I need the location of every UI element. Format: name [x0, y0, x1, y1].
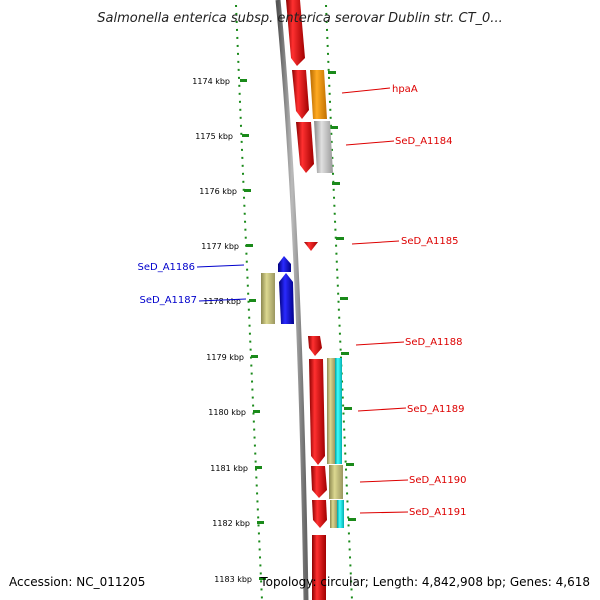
SeD_A1184-connector	[345, 140, 395, 146]
outer-tick-mark	[346, 463, 354, 466]
map-title: Salmonella enterica subsp. enterica sero…	[97, 11, 502, 26]
SeD_A1186-feature	[278, 256, 291, 272]
tick-label: 1174 kbp	[192, 77, 230, 86]
inner-dotted-track	[235, 4, 263, 600]
outer-tick-mark	[332, 182, 340, 185]
gene-label-SeD_A1187[interactable]: SeD_A1187	[140, 295, 198, 306]
gene-labels: hpaA SeD_A1184 SeD_A1185 SeD_A1186 SeD_A…	[138, 84, 467, 518]
gene-label-SeD_A1184[interactable]: SeD_A1184	[395, 136, 453, 147]
tick-mark	[240, 79, 247, 82]
tick-mark	[255, 466, 262, 469]
SeD_A1186-connector	[196, 264, 245, 268]
hpaA-connector	[341, 87, 391, 94]
tick-label: 1178 kbp	[203, 297, 241, 306]
tick-mark	[259, 577, 266, 580]
tick-mark	[244, 189, 251, 192]
gene-label-SeD_A1191[interactable]: SeD_A1191	[409, 507, 467, 518]
tick-mark	[251, 355, 258, 358]
SeD_A1189-cds	[309, 359, 325, 465]
outer-tick-mark	[340, 297, 348, 300]
SeD_A1189-connector	[357, 407, 407, 412]
SeD_A1187-connector	[198, 298, 247, 302]
topology-text: Topology: circular; Length: 4,842,908 bp…	[259, 575, 590, 589]
SeD_A1190-connector	[359, 479, 409, 483]
tick-label: 1176 kbp	[199, 187, 237, 196]
cds-feature	[296, 122, 314, 173]
SeD_A1187-feature	[279, 273, 294, 324]
tick-label: 1175 kbp	[195, 132, 233, 141]
tick-mark	[257, 521, 264, 524]
outer-tick-mark	[330, 126, 338, 129]
khaki-feature	[330, 500, 337, 528]
SeD_A1189-feature	[335, 358, 342, 464]
gene-features	[261, 0, 344, 600]
outer-tick-mark	[336, 237, 344, 240]
tick-mark	[249, 299, 256, 302]
khaki-feature	[261, 273, 275, 324]
SeD_A1185-connector	[351, 240, 400, 245]
gene-label-SeD_A1188[interactable]: SeD_A1188	[405, 337, 463, 348]
outer-tick-mark	[348, 518, 356, 521]
cds-feature	[292, 70, 309, 119]
SeD_A1191-feature	[337, 500, 344, 528]
outer-dotted-track	[325, 4, 353, 600]
tick-labels: 1174 kbp 1175 kbp 1176 kbp 1177 kbp 1178…	[192, 77, 252, 584]
khaki-feature	[327, 358, 335, 464]
tick-mark	[246, 244, 253, 247]
cds-feature-bottom	[312, 535, 326, 600]
SeD_A1188-feature	[308, 336, 322, 356]
gene-label-SeD_A1186[interactable]: SeD_A1186	[138, 262, 196, 273]
tick-label: 1181 kbp	[210, 464, 248, 473]
SeD_A1190-feature	[329, 465, 343, 499]
gene-label-hpaA[interactable]: hpaA	[392, 84, 418, 95]
outer-tick-mark	[344, 407, 352, 410]
SeD_A1185-feature	[304, 242, 318, 251]
hpaA-feature	[310, 70, 327, 119]
label-connectors	[196, 87, 409, 514]
tick-label: 1182 kbp	[212, 519, 250, 528]
genome-backbone	[275, 0, 309, 600]
cds-feature	[312, 500, 327, 528]
SeD_A1191-connector	[359, 511, 409, 514]
tick-label: 1180 kbp	[208, 408, 246, 417]
tick-marks	[240, 71, 356, 580]
tick-mark	[253, 410, 260, 413]
tick-label: 1183 kbp	[214, 575, 252, 584]
gene-label-SeD_A1189[interactable]: SeD_A1189	[407, 404, 465, 415]
cds-feature-top	[286, 0, 305, 66]
tick-label: 1177 kbp	[201, 242, 239, 251]
gene-label-SeD_A1185[interactable]: SeD_A1185	[401, 236, 459, 247]
tick-mark	[242, 134, 249, 137]
SeD_A1188-connector	[355, 341, 405, 346]
SeD_A1184-feature	[314, 121, 333, 173]
accession-text: Accession: NC_011205	[9, 575, 145, 589]
cds-feature	[311, 466, 327, 498]
gene-label-SeD_A1190[interactable]: SeD_A1190	[409, 475, 467, 486]
outer-tick-mark	[328, 71, 336, 74]
outer-tick-mark	[341, 352, 349, 355]
dotted-tracks	[235, 4, 353, 600]
tick-label: 1179 kbp	[206, 353, 244, 362]
